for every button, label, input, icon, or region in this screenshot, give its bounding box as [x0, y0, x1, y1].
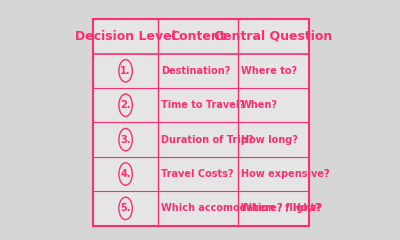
Text: Decision Level: Decision Level	[75, 30, 176, 43]
Text: 4.: 4.	[120, 169, 131, 179]
Text: Which accomodation / flight?: Which accomodation / flight?	[161, 203, 320, 213]
Text: When?: When?	[241, 100, 278, 110]
Text: How long?: How long?	[241, 135, 298, 144]
Text: How expensive?: How expensive?	[241, 169, 330, 179]
Text: 2.: 2.	[120, 100, 131, 110]
Bar	[93, 19, 309, 226]
Text: 3.: 3.	[120, 135, 131, 144]
Text: Content: Content	[170, 30, 226, 43]
Text: 1.: 1.	[120, 66, 131, 76]
Text: Duration of Trip?: Duration of Trip?	[161, 135, 253, 144]
Text: Where? / How?: Where? / How?	[241, 203, 322, 213]
Text: Time to Travel?: Time to Travel?	[161, 100, 245, 110]
Text: Where to?: Where to?	[241, 66, 297, 76]
Text: Destination?: Destination?	[161, 66, 230, 76]
Text: Travel Costs?: Travel Costs?	[161, 169, 233, 179]
Text: Central Question: Central Question	[214, 30, 333, 43]
Text: 5.: 5.	[120, 203, 131, 213]
